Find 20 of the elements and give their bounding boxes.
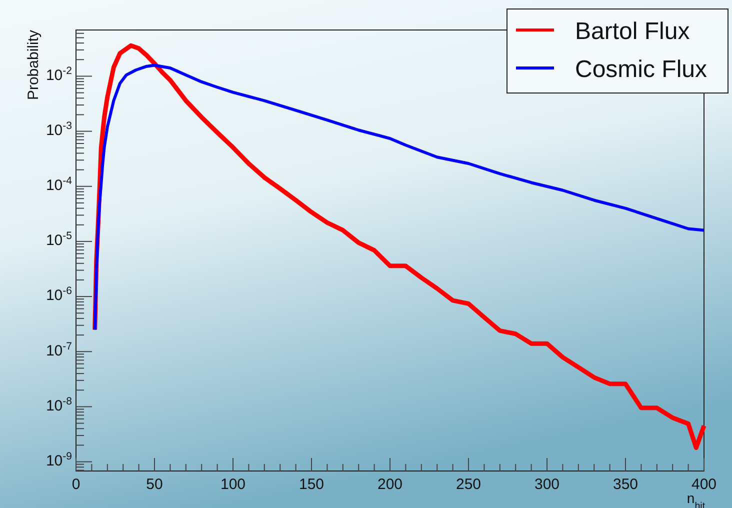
- y-tick-label: 10$^{-6}$: [46, 285, 72, 304]
- x-tick-label: 350: [612, 476, 638, 493]
- x-tick-label: 300: [534, 476, 560, 493]
- y-tick-label: 10$^{-9}$: [46, 450, 72, 470]
- x-tick-label: 250: [456, 476, 482, 493]
- x-tick-label: 400: [691, 476, 717, 493]
- legend-label: Cosmic Flux: [575, 56, 708, 83]
- y-tick-label: 10$^{-2}$: [46, 64, 72, 84]
- y-tick-label: 10$^{-7}$: [46, 340, 72, 360]
- y-tick-label: 10$^{-4}$: [46, 175, 72, 194]
- legend-label: Bartol Flux: [575, 18, 690, 45]
- x-tick-label: 200: [377, 476, 403, 493]
- y-tick-label: 10$^{-5}$: [46, 230, 72, 250]
- x-tick-label: 0: [72, 476, 80, 493]
- x-tick-label: 50: [146, 476, 163, 493]
- y-tick-label: 10$^{-3}$: [46, 120, 72, 139]
- x-tick-label: 100: [220, 476, 246, 493]
- y-tick-label: 10$^{-8}$: [46, 395, 72, 414]
- x-tick-label: 150: [298, 476, 324, 493]
- y-axis-title: Probability: [25, 30, 42, 100]
